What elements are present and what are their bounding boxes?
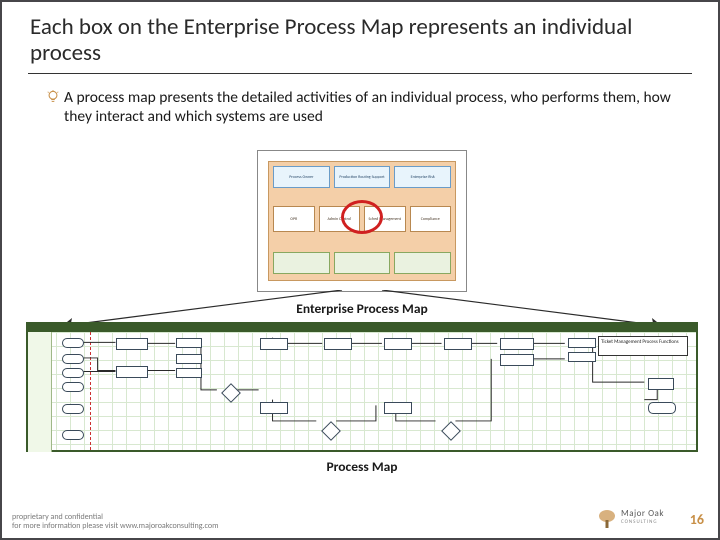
- footer-line2: for more information please visit www.ma…: [12, 522, 218, 532]
- bullet-area: A process map presents the detailed acti…: [2, 74, 718, 127]
- lightbulb-icon: [46, 90, 60, 104]
- swimlane-terminal: [62, 338, 84, 348]
- process-map-swimlane: Ticket Management Process Functions: [26, 322, 698, 452]
- epm-inner: Process Owner Production Routing Support…: [268, 161, 456, 281]
- swimlane-terminal: [62, 404, 84, 414]
- epm-bot-box: [394, 252, 451, 274]
- swimlane-box: [444, 338, 472, 350]
- enterprise-process-map-thumb: Process Owner Production Routing Support…: [257, 150, 467, 292]
- swimlane-box: [116, 366, 148, 378]
- epm-mid-box: OPR: [273, 206, 315, 232]
- swimlane-box: [500, 338, 534, 350]
- swimlane-box: [384, 338, 412, 350]
- swimlane-box: [384, 402, 412, 414]
- swimlane-box: [568, 352, 596, 362]
- swimlane-terminal: [648, 402, 676, 414]
- slide-title: Each box on the Enterprise Process Map r…: [30, 14, 690, 67]
- swimlane-terminal: [62, 354, 84, 364]
- swimlane-box: [176, 354, 202, 364]
- epm-mid-box: Compliance: [410, 206, 452, 232]
- epm-bot-box: [334, 252, 391, 274]
- swimlane-box: [648, 378, 674, 390]
- footer: proprietary and confidential for more in…: [12, 513, 218, 532]
- swimlane-terminal: [62, 368, 84, 378]
- swimlane-box: [260, 402, 288, 414]
- swimlane-terminal: [62, 430, 84, 440]
- swimlane-box: [568, 338, 596, 348]
- epm-top-row: Process Owner Production Routing Support…: [273, 166, 451, 188]
- logo: Major Oak CONSULTING: [596, 508, 676, 532]
- epm-top-box: Process Owner: [273, 166, 330, 188]
- title-area: Each box on the Enterprise Process Map r…: [2, 2, 718, 71]
- epm-bot-box: [273, 252, 330, 274]
- swimlane-box: [500, 354, 534, 366]
- highlight-circle: [341, 200, 383, 234]
- caption-epm: Enterprise Process Map: [2, 300, 720, 317]
- epm-top-box: Production Routing Support: [334, 166, 391, 188]
- epm-top-box: Enterprise Risk: [394, 166, 451, 188]
- swimlane-box: [176, 368, 202, 378]
- swimlane-box: [324, 338, 352, 350]
- page-number: 16: [690, 511, 704, 528]
- slide-container: Each box on the Enterprise Process Map r…: [0, 0, 720, 540]
- swimlane-box: [116, 338, 148, 350]
- oak-tree-icon: [596, 508, 618, 530]
- swimlane-box: [176, 338, 202, 348]
- epm-bot-row: [273, 252, 451, 274]
- bullet-text: A process map presents the detailed acti…: [64, 88, 682, 127]
- swimlane-terminal: [62, 382, 84, 392]
- caption-process: Process Map: [2, 458, 720, 475]
- swimlane-box: [260, 338, 288, 350]
